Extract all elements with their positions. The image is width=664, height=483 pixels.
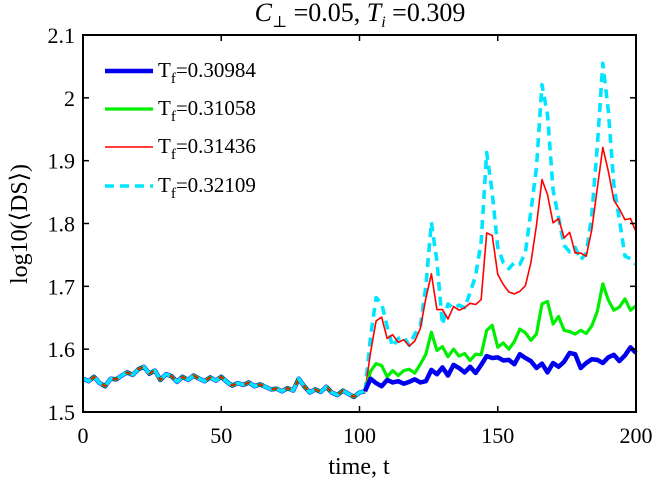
series-line-tf-0-31436 [364, 146, 637, 392]
x-tick-label: 150 [481, 423, 514, 448]
x-tick-label: 0 [78, 423, 89, 448]
series-line-tf-0-32109 [363, 61, 638, 392]
y-tick-label: 1.7 [48, 274, 76, 299]
y-tick-label: 1.5 [48, 400, 76, 425]
legend-label-tf-0-32109: Tf=0.32109 [158, 173, 256, 202]
x-axis-title: time, t [328, 454, 390, 480]
y-tick-label: 1.8 [48, 212, 76, 237]
y-tick-label: 2.1 [48, 23, 76, 48]
x-tick-label: 100 [343, 423, 376, 448]
series-history-tf-0-32109 [82, 364, 366, 399]
x-tick-label: 200 [620, 423, 653, 448]
legend-label-tf-0-31058: Tf=0.31058 [158, 96, 256, 125]
series-line-tf-0-31058 [363, 282, 637, 392]
series-line-tf-0-30984 [362, 345, 638, 393]
legend: Tf=0.30984 Tf=0.31058 Tf=0.31436 Tf=0.32… [105, 58, 256, 202]
chart-title: C⊥ =0.05, Ti =0.309 [255, 0, 466, 31]
series-layer [82, 61, 638, 400]
legend-label-tf-0-31436: Tf=0.31436 [158, 134, 256, 163]
y-tick-label: 2 [64, 86, 75, 111]
y-tick-label: 1.6 [48, 337, 76, 362]
legend-label-tf-0-30984: Tf=0.30984 [158, 58, 256, 87]
x-tick-label: 50 [210, 423, 232, 448]
axis-layer: 0 50 100 150 200 1.5 1.6 1.7 1.8 1.9 2 2.1 [48, 23, 653, 448]
y-tick-label: 1.9 [48, 149, 76, 174]
y-axis-title: log10(⟨DS⟩) [7, 164, 33, 284]
